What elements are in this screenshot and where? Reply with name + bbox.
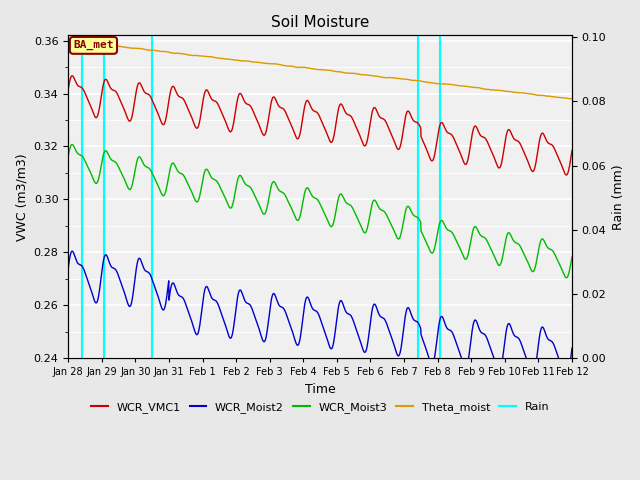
X-axis label: Time: Time (305, 383, 335, 396)
Title: Soil Moisture: Soil Moisture (271, 15, 369, 30)
Y-axis label: Rain (mm): Rain (mm) (612, 164, 625, 229)
Y-axis label: VWC (m3/m3): VWC (m3/m3) (15, 153, 28, 240)
Legend: WCR_VMC1, WCR_Moist2, WCR_Moist3, Theta_moist, Rain: WCR_VMC1, WCR_Moist2, WCR_Moist3, Theta_… (86, 397, 554, 417)
Text: BA_met: BA_met (73, 40, 114, 50)
